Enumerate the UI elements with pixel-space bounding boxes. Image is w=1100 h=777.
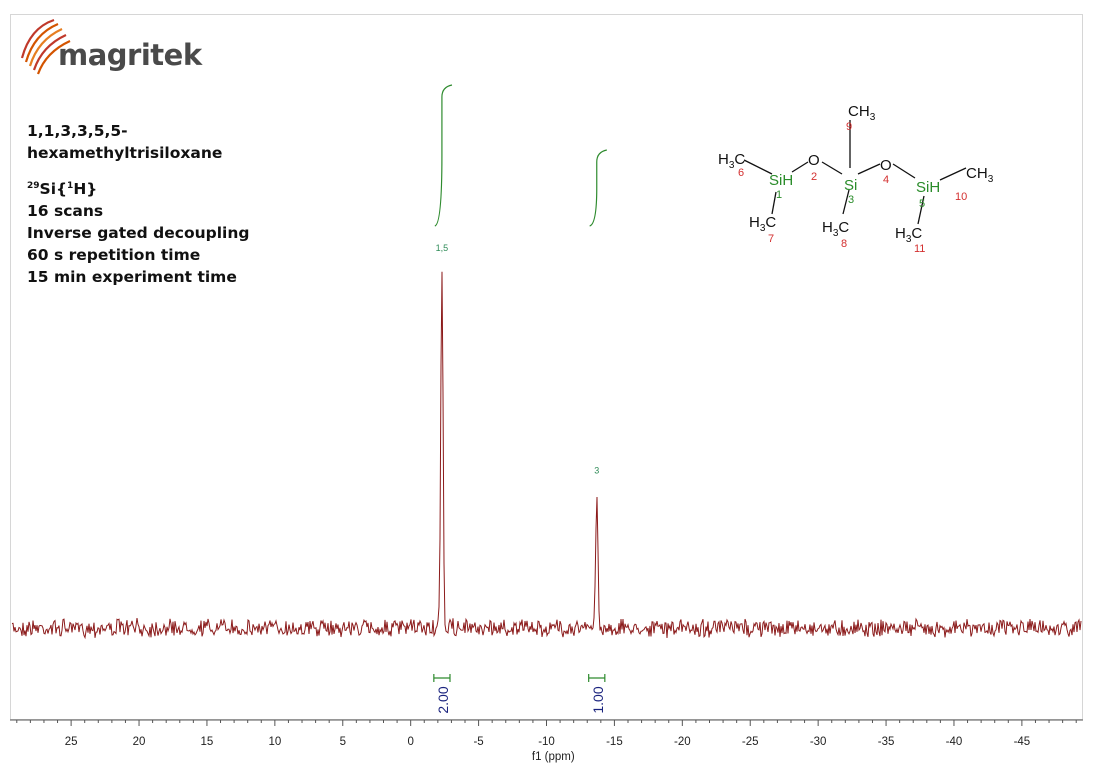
integral-curve-1: [434, 84, 453, 227]
compound-name-line2: hexamethyltrisiloxane: [27, 144, 223, 162]
spectrum-trace: [11, 271, 1082, 640]
atom-number-1: 1: [776, 189, 782, 201]
magritek-logo-text: magritek: [58, 38, 202, 72]
x-tick-label: -20: [674, 736, 691, 748]
peak-label-1: 1,5: [436, 243, 449, 253]
x-tick-label: 25: [65, 736, 78, 748]
integral-bracket-1: [433, 674, 451, 682]
scans-label: 16 scans: [27, 202, 104, 220]
x-tick-label: -10: [538, 736, 555, 748]
x-tick-label: 10: [268, 736, 281, 748]
oxygen-4-label: O: [880, 157, 892, 174]
silicon-1-label: SiH: [769, 172, 793, 189]
atom-number-5: 5: [919, 198, 925, 210]
acquisition-info: 1,1,3,3,5,5- hexamethyltrisiloxane 29Si{…: [27, 120, 250, 288]
experiment-time-label: 15 min experiment time: [27, 268, 237, 286]
integral-curve-2: [589, 149, 607, 227]
x-tick-label: -30: [810, 736, 827, 748]
peak-label-2: 3: [594, 465, 599, 475]
x-tick-label: -15: [606, 736, 623, 748]
atom-number-9: 9: [846, 121, 852, 133]
integral-value-1: 2.00: [435, 686, 451, 713]
atom-number-3: 3: [848, 194, 854, 206]
integral-bracket-2: [588, 674, 606, 682]
atom-number-10: 10: [955, 191, 967, 203]
atom-number-4: 4: [883, 174, 889, 186]
integral-value-2: 1.00: [590, 686, 606, 713]
x-tick-label: 0: [407, 736, 413, 748]
magritek-logo: [16, 18, 196, 78]
silicon-3-label: Si: [844, 177, 857, 194]
methyl-8-label: H3C: [822, 219, 849, 239]
silicon-5-label: SiH: [916, 179, 940, 196]
x-tick-label: -40: [946, 736, 963, 748]
molecule-structure: H3C SiH O Si O SiH CH3 CH3 H3C H3C H3C 1…: [718, 103, 994, 255]
methyl-6-label: H3C: [718, 151, 745, 171]
magritek-swoosh-icon: [20, 18, 71, 75]
x-axis-label: f1 (ppm): [532, 751, 575, 763]
decoupling-label: Inverse gated decoupling: [27, 224, 250, 242]
methyl-11-label: H3C: [895, 225, 922, 245]
atom-number-7: 7: [768, 233, 774, 245]
x-tick-label: 20: [133, 736, 146, 748]
compound-name-line1: 1,1,3,3,5,5-: [27, 122, 128, 140]
atom-number-2: 2: [811, 171, 817, 183]
x-tick-label: -45: [1014, 736, 1031, 748]
oxygen-2-label: O: [808, 152, 820, 169]
x-tick-label: -5: [473, 736, 483, 748]
x-tick-label: -25: [742, 736, 759, 748]
methyl-9-label: CH3: [848, 103, 876, 123]
atom-number-8: 8: [841, 238, 847, 250]
atom-number-6: 6: [738, 167, 744, 179]
x-tick-label: -35: [878, 736, 895, 748]
methyl-7-label: H3C: [749, 214, 776, 234]
nucleus-label: 29Si{1H}: [27, 180, 98, 198]
x-tick-label: 15: [201, 736, 214, 748]
x-tick-label: 5: [340, 736, 346, 748]
methyl-10-label: CH3: [966, 165, 994, 185]
atom-number-11: 11: [914, 243, 925, 255]
repetition-label: 60 s repetition time: [27, 246, 201, 264]
